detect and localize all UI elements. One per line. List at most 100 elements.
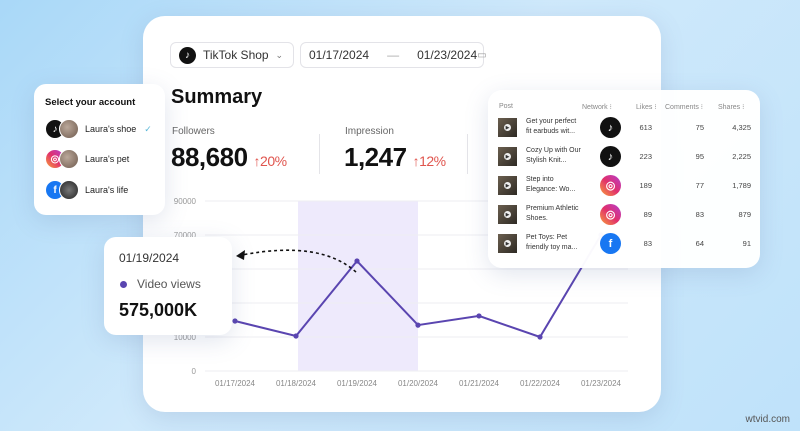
- avatar: [59, 119, 79, 139]
- tiktok-icon: ♪: [179, 46, 196, 64]
- x-tick-label: 01/19/2024: [337, 379, 378, 388]
- table-row[interactable]: ▶ Premium Athletic Shoes. ◎ 89 83 879: [498, 201, 753, 229]
- x-tick-label: 01/20/2024: [398, 379, 439, 388]
- divider: [467, 134, 468, 174]
- x-tick-label: 01/22/2024: [520, 379, 561, 388]
- arrow-head-icon: [236, 250, 245, 260]
- check-icon: ✓: [144, 123, 152, 134]
- play-icon: ▶: [504, 240, 511, 247]
- video-thumbnail: ▶: [498, 176, 517, 195]
- video-thumbnail: ▶: [498, 118, 517, 137]
- y-tick-label: 0: [192, 367, 197, 376]
- x-tick-label: 01/18/2024: [276, 379, 317, 388]
- avatar: [59, 180, 79, 200]
- instagram-icon: ◎: [600, 204, 621, 225]
- shares-cell: 879: [738, 210, 751, 219]
- avatar: [59, 149, 79, 169]
- tooltip-date: 01/19/2024: [119, 251, 180, 265]
- facebook-icon: f: [600, 233, 621, 254]
- date-range-picker[interactable]: 01/17/2024 — 01/23/2024 ▭: [300, 42, 487, 68]
- table-row[interactable]: ▶ Step into Elegance: Wo... ◎ 189 77 1,7…: [498, 172, 753, 200]
- tooltip-series-name: Video views: [137, 277, 201, 291]
- watermark: wtvid.com: [745, 414, 790, 425]
- series-dot-icon: [120, 280, 127, 288]
- dashed-arrow: [241, 249, 357, 273]
- post-title: Cozy Up with Our Stylish Knit...: [526, 147, 581, 164]
- shop-dropdown[interactable]: ♪ TikTok Shop ⌄: [170, 42, 294, 68]
- account-name: Laura's pet: [85, 154, 130, 164]
- instagram-icon: ◎: [600, 175, 621, 196]
- followers-number: 88,680: [171, 142, 248, 172]
- data-point: [537, 334, 543, 340]
- comments-cell: 95: [695, 152, 704, 161]
- tooltip-series: Video views: [120, 277, 201, 291]
- column-header-network[interactable]: Network ⁝: [582, 104, 612, 111]
- post-title: Get your perfect fit earbuds wit...: [526, 118, 577, 135]
- shares-cell: 2,225: [732, 152, 751, 161]
- shop-label: TikTok Shop: [203, 48, 269, 62]
- likes-cell: 89: [643, 210, 652, 219]
- table-row[interactable]: ▶ Pet Toys: Pet friendly toy ma... f 83 …: [498, 230, 753, 258]
- column-header-shares[interactable]: Shares ⁝: [718, 104, 745, 111]
- header-label: Shares: [718, 104, 741, 111]
- likes-cell: 223: [639, 152, 652, 161]
- tooltip-value: 575,000K: [119, 300, 198, 320]
- impression-value: 1,247 ↑12%: [344, 142, 446, 173]
- followers-change: ↑20%: [253, 153, 288, 169]
- highlight-band: [298, 201, 418, 371]
- header-label: Network: [582, 104, 608, 111]
- date-separator: —: [387, 48, 400, 62]
- y-tick-label: 90000: [174, 197, 197, 206]
- account-selector: Select your account ♪ Laura's shoe ✓ ◎ L…: [34, 84, 165, 215]
- video-thumbnail: ▶: [498, 205, 517, 224]
- x-tick-label: 01/21/2024: [459, 379, 500, 388]
- impression-number: 1,247: [344, 142, 407, 172]
- account-name: Laura's life: [85, 185, 129, 195]
- data-point: [232, 318, 238, 324]
- column-header-likes[interactable]: Likes ⁝: [636, 104, 657, 111]
- likes-cell: 189: [639, 181, 652, 190]
- page-title: Summary: [171, 86, 263, 108]
- play-icon: ▶: [504, 124, 511, 131]
- divider: [319, 134, 320, 174]
- likes-cell: 83: [643, 239, 652, 248]
- table-row[interactable]: ▶ Cozy Up with Our Stylish Knit... ♪ 223…: [498, 143, 753, 171]
- shares-cell: 1,789: [732, 181, 751, 190]
- shares-cell: 4,325: [732, 123, 751, 132]
- chevron-down-icon: ⌄: [275, 49, 283, 60]
- tiktok-icon: ♪: [600, 146, 621, 167]
- y-tick-label: 10000: [174, 333, 197, 342]
- play-icon: ▶: [504, 211, 511, 218]
- post-title: Pet Toys: Pet friendly toy ma...: [526, 234, 578, 251]
- account-item-laura-pet[interactable]: ◎ Laura's pet: [45, 149, 129, 169]
- account-name: Laura's shoe: [85, 124, 137, 134]
- shares-cell: 91: [742, 239, 751, 248]
- header-label: Comments: [665, 104, 699, 111]
- comments-cell: 64: [695, 239, 704, 248]
- post-title: Premium Athletic Shoes.: [526, 205, 579, 222]
- chart-tooltip: 01/19/2024 Video views 575,000K: [104, 237, 232, 335]
- posts-table: Post Network ⁝ Likes ⁝ Comments ⁝ Shares…: [488, 90, 760, 268]
- video-thumbnail: ▶: [498, 147, 517, 166]
- column-header-post: Post: [499, 103, 514, 110]
- header-label: Likes: [636, 104, 653, 111]
- followers-label: Followers: [172, 126, 215, 137]
- column-header-comments[interactable]: Comments ⁝: [665, 104, 704, 111]
- account-item-laura-shoe[interactable]: ♪ Laura's shoe ✓: [45, 119, 152, 139]
- comments-cell: 77: [695, 181, 704, 190]
- table-row[interactable]: ▶ Get your perfect fit earbuds wit... ♪ …: [498, 114, 753, 142]
- comments-cell: 83: [695, 210, 704, 219]
- play-icon: ▶: [504, 182, 511, 189]
- account-selector-title: Select your account: [45, 97, 136, 108]
- data-point: [293, 333, 299, 339]
- data-point: [354, 258, 360, 264]
- video-thumbnail: ▶: [498, 234, 517, 253]
- impression-label: Impression: [345, 126, 394, 137]
- impression-change: ↑12%: [412, 153, 447, 169]
- account-item-laura-life[interactable]: f Laura's life: [45, 180, 128, 200]
- followers-value: 88,680 ↑20%: [171, 142, 287, 173]
- post-title: Step into Elegance: Wo...: [526, 176, 576, 193]
- date-from: 01/17/2024: [309, 48, 370, 62]
- data-point: [415, 322, 421, 328]
